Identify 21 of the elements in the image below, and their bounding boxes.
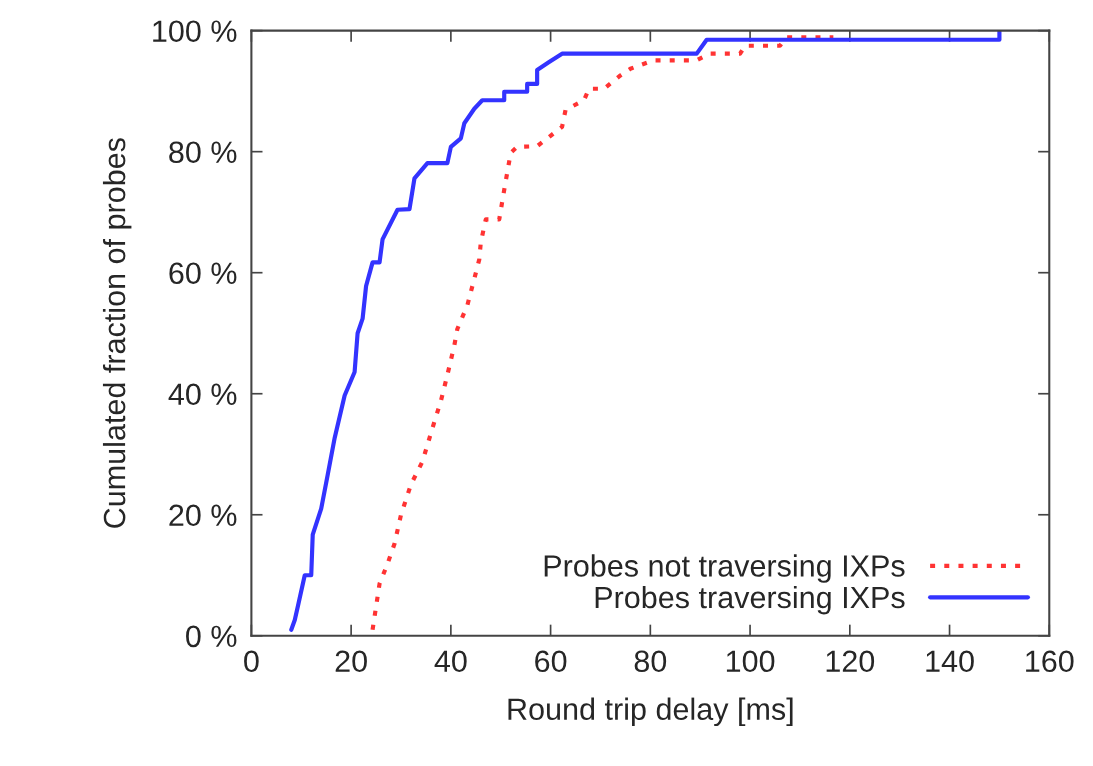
x-tick-label: 0 <box>244 650 259 673</box>
line-series <box>370 35 836 632</box>
y-tick-label: 60 % <box>169 262 237 285</box>
x-tick-label: 100 <box>726 650 775 673</box>
legend-label: Probes not traversing IXPs <box>544 554 905 583</box>
x-tick-label: 60 <box>535 650 567 673</box>
y-tick-label: 0 % <box>186 625 237 648</box>
x-tick-label: 140 <box>926 650 974 673</box>
x-tick-label: 40 <box>434 650 467 673</box>
x-tick-label: 20 <box>335 650 367 673</box>
legend-label: Probes traversing IXPs <box>595 585 905 615</box>
y-tick-label: 100 % <box>153 20 237 43</box>
y-tick-label: 40 % <box>168 383 237 406</box>
y-tick-label: 80 % <box>169 141 237 164</box>
x-tick-label: 80 <box>634 650 667 673</box>
y-tick-label: 20 % <box>169 504 237 527</box>
line-series <box>289 30 1002 632</box>
x-axis-title: Round trip delay [ms] <box>508 697 793 727</box>
x-tick-label: 160 <box>1026 650 1074 673</box>
x-tick-label: 120 <box>826 650 875 673</box>
y-axis-title: Cumulated fraction of probes <box>102 138 132 528</box>
